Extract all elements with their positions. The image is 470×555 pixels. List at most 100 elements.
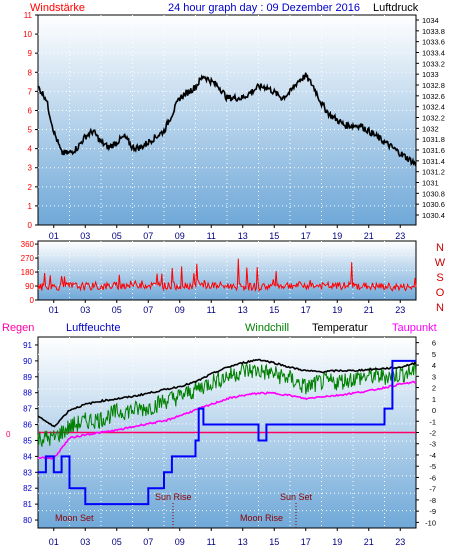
y-left-tick-label: 80 <box>23 516 32 525</box>
y-left-tick-label: 5 <box>28 126 33 135</box>
series-humidity <box>38 359 416 506</box>
y-right-tick-label: 1031.4 <box>422 157 445 166</box>
y-right-tick-label: 1033.2 <box>422 59 445 68</box>
x-tick-label: 11 <box>207 537 216 547</box>
y-left-tick-label: 0 <box>28 221 33 230</box>
y-left-tick-label: 10 <box>23 30 32 39</box>
y-right-tick-label: -5 <box>429 462 436 471</box>
y-right-tick-label: 1034 <box>422 16 439 25</box>
y-right-tick-label: -8 <box>429 496 436 505</box>
rain-zero-tick: 0 <box>6 430 11 439</box>
x-tick-label: 05 <box>112 231 122 241</box>
x-tick-label: 19 <box>332 305 342 315</box>
humidity-label: Luftfeuchte <box>66 322 120 334</box>
y-left-tick-label: 81 <box>23 500 32 509</box>
x-tick-label: 03 <box>80 305 90 315</box>
x-tick-label: 07 <box>143 537 153 547</box>
sun-set-label: Sun Set <box>280 492 313 502</box>
y-right-tick-label: -2 <box>429 429 436 438</box>
series-wind-direction <box>37 258 417 293</box>
y-right-tick-label: 1033.4 <box>422 49 445 58</box>
x-tick-label: 19 <box>332 537 342 547</box>
y-right-tick-label: 5 <box>432 350 436 359</box>
y-right-tick-label: 1030.4 <box>422 211 445 220</box>
compass-letter: W <box>435 257 446 269</box>
x-tick-label: 15 <box>269 231 279 241</box>
y-left-tick-label: 85 <box>23 436 32 445</box>
x-tick-label: 09 <box>175 537 185 547</box>
y-tick-label: 360 <box>21 240 35 249</box>
y-left-tick-label: 88 <box>23 389 32 398</box>
x-tick-label: 21 <box>364 231 374 241</box>
x-tick-label: 09 <box>175 231 185 241</box>
y-right-tick-label: 4 <box>432 361 436 370</box>
moon-rise-label: Moon Rise <box>240 513 283 523</box>
series-temperature <box>37 358 417 428</box>
y-right-tick-label: -9 <box>429 507 436 516</box>
y-right-tick-label: 1032 <box>422 124 439 133</box>
y-right-tick-label: -3 <box>429 440 436 449</box>
y-left-tick-label: 7 <box>28 87 33 96</box>
x-tick-label: 17 <box>301 231 311 241</box>
compass-letter: S <box>436 272 443 284</box>
y-right-tick-label: 1033.8 <box>422 27 445 36</box>
x-tick-label: 13 <box>238 305 248 315</box>
y-right-tick-label: 1 <box>432 395 436 404</box>
series-dewpoint <box>37 380 417 460</box>
y-left-tick-label: 84 <box>23 452 32 461</box>
y-right-tick-label: 1031.6 <box>422 146 445 155</box>
y-right-tick-label: 1031.2 <box>422 168 445 177</box>
y-left-tick-label: 11 <box>24 11 33 20</box>
x-tick-label: 01 <box>49 537 59 547</box>
y-left-tick-label: 2 <box>28 183 33 192</box>
wind-title: Windstärke <box>30 2 85 14</box>
rain-label: Regen <box>2 322 34 334</box>
dewpoint-label: Taupunkt <box>392 322 437 334</box>
x-tick-label: 11 <box>207 305 216 315</box>
y-right-tick-label: -10 <box>425 518 436 527</box>
moon-set-label: Moon Set <box>55 513 94 523</box>
y-right-tick-label: 3 <box>432 372 436 381</box>
y-right-tick-label: 1031.8 <box>422 135 445 144</box>
y-tick-label: 90 <box>25 282 34 291</box>
x-tick-label: 07 <box>143 231 153 241</box>
temperature-label: Temperatur <box>312 322 368 334</box>
x-tick-label: 21 <box>364 305 374 315</box>
y-right-tick-label: 2 <box>432 384 436 393</box>
y-left-tick-label: 89 <box>23 373 32 382</box>
y-left-tick-label: 4 <box>28 145 33 154</box>
y-left-tick-label: 83 <box>23 468 32 477</box>
wind-direction-plot <box>37 240 417 301</box>
compass-letter: O <box>436 287 445 299</box>
y-left-tick-label: 87 <box>23 405 32 414</box>
x-tick-label: 23 <box>395 305 405 315</box>
x-tick-label: 15 <box>269 305 279 315</box>
x-tick-label: 03 <box>80 231 90 241</box>
series-pressure <box>37 72 417 167</box>
x-tick-label: 23 <box>395 231 405 241</box>
windchill-label: Windchill <box>245 322 289 334</box>
y-right-tick-label: 1033.6 <box>422 38 445 47</box>
y-right-tick-label: 6 <box>432 339 436 348</box>
y-right-tick-label: 0 <box>432 406 436 415</box>
x-tick-label: 21 <box>364 537 374 547</box>
y-tick-label: 180 <box>21 268 35 277</box>
y-right-tick-label: -7 <box>429 485 436 494</box>
x-tick-label: 09 <box>175 305 185 315</box>
chart-title: 24 hour graph day : 09 Dezember 2016 <box>168 2 360 14</box>
y-right-tick-label: 1032.6 <box>422 92 445 101</box>
y-right-tick-label: 1032.4 <box>422 103 445 112</box>
compass-letter: N <box>436 302 444 314</box>
y-left-tick-label: 91 <box>23 341 32 350</box>
x-tick-label: 17 <box>301 305 311 315</box>
x-tick-label: 05 <box>112 305 122 315</box>
y-right-tick-label: -4 <box>429 451 436 460</box>
x-tick-label: 01 <box>49 231 59 241</box>
y-right-tick-label: 1033 <box>422 70 439 79</box>
x-tick-label: 05 <box>112 537 122 547</box>
y-right-tick-label: 1032.2 <box>422 114 445 123</box>
y-left-tick-label: 9 <box>28 49 33 58</box>
y-left-tick-label: 82 <box>23 484 32 493</box>
